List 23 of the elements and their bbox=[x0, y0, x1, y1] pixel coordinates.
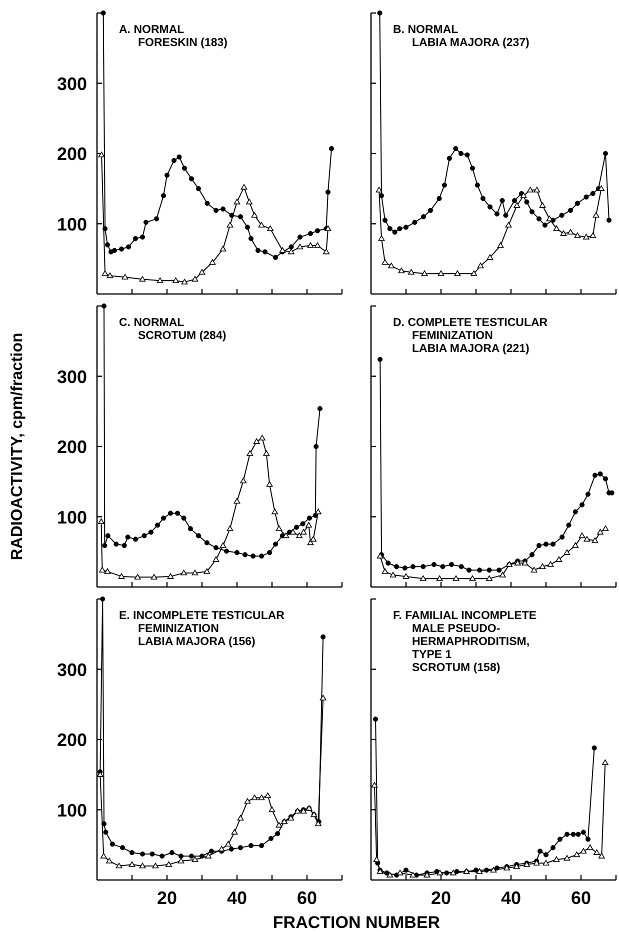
x-tick-label: 60 bbox=[296, 888, 318, 908]
x-axis-title: FRACTION NUMBER bbox=[272, 913, 440, 932]
x-tick-label: 60 bbox=[570, 888, 592, 908]
y-tick-label: 100 bbox=[56, 214, 87, 234]
y-tick-label: 200 bbox=[56, 730, 87, 750]
text: B. NORMAL LABIA MAJORA (237) bbox=[393, 24, 530, 49]
y-tick-label: 200 bbox=[56, 144, 87, 164]
y-tick-label: 300 bbox=[56, 660, 87, 680]
x-tick-label: 40 bbox=[226, 888, 248, 908]
text: D. COMPLETE TESTICULAR FEMINIZATION LABIA MAJORA (221) bbox=[393, 317, 548, 355]
y-tick-label: 100 bbox=[56, 800, 87, 820]
text: C. NORMAL SCROTUM (284) bbox=[119, 317, 226, 342]
x-tick-label: 40 bbox=[500, 888, 522, 908]
y-tick-label: 200 bbox=[56, 437, 87, 457]
x-tick-label: 20 bbox=[156, 888, 178, 908]
text: E. INCOMPLETE TESTICULAR FEMINIZATION LABIA MAJORA (156) bbox=[119, 610, 286, 648]
text: A. NORMAL FORESKIN (183) bbox=[119, 24, 228, 49]
y-tick-label: 300 bbox=[56, 74, 87, 94]
y-tick-label: 300 bbox=[56, 366, 87, 387]
y-tick-label: 100 bbox=[56, 507, 87, 528]
x-tick-label: 20 bbox=[430, 888, 452, 908]
text: F. FAMILIAL INCOMPLETE MALE PSEUDO- HERMAPHRODITISM, TYPE 1 SCROTUM (158) bbox=[393, 610, 537, 674]
y-axis-title: RADIOACTIVITY, cpm/fraction bbox=[9, 332, 26, 560]
